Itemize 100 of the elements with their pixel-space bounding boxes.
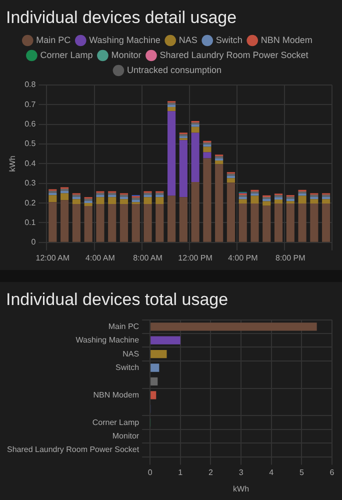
bar (150, 350, 167, 358)
legend-label: Untracked consumption (126, 64, 222, 75)
bar (191, 132, 200, 182)
x-tick-label: 4:00 PM (228, 253, 258, 262)
legend-label: NAS (178, 34, 198, 45)
bar (60, 200, 69, 242)
bar (298, 203, 306, 242)
y-tick-label: Corner Lamp (92, 418, 140, 427)
x-tick-label: 12:00 AM (36, 253, 70, 262)
bar (72, 199, 80, 204)
y-tick-label: Main PC (108, 322, 140, 331)
bar (179, 140, 188, 198)
legend-label: NBN Modem (260, 34, 312, 45)
bar (262, 198, 271, 202)
y-tick-label: 0.8 (24, 80, 36, 90)
bar (167, 111, 176, 196)
bar (167, 107, 176, 112)
bar (108, 197, 116, 204)
bar (322, 199, 330, 204)
bar (150, 377, 158, 386)
bar (203, 152, 212, 158)
bar (150, 364, 160, 372)
bar (215, 158, 224, 161)
y-tick-label: Monitor (112, 431, 140, 440)
bar (286, 198, 294, 202)
y-tick-label: 0.3 (24, 178, 36, 188)
bar (156, 197, 164, 204)
legend-label: Corner Lamp (40, 50, 93, 60)
bar (203, 158, 212, 242)
x-tick-label: 0 (148, 468, 153, 477)
legend-label: Switch (216, 34, 242, 45)
bar (150, 336, 180, 344)
bar (226, 178, 236, 183)
y-tick-label: Shared Laundry Room Power Socket (6, 445, 140, 454)
legend-label: Shared Laundry Room Power Socket (160, 50, 309, 60)
y-tick-label: Washing Machine (76, 336, 140, 345)
bar (108, 204, 116, 242)
bar (286, 203, 294, 242)
bar (203, 146, 212, 152)
bar (322, 203, 330, 242)
bar (310, 199, 318, 204)
bar (262, 206, 271, 242)
bar (262, 201, 271, 206)
bar (191, 182, 200, 242)
bar (298, 196, 306, 204)
y-tick-label: 0.7 (24, 100, 36, 109)
legend-label: Main PC (36, 34, 72, 45)
bar (310, 203, 318, 242)
y-tick-label: 0.1 (24, 218, 36, 227)
bar (215, 160, 224, 164)
y-tick-label: NAS (122, 349, 140, 358)
bar (132, 200, 140, 202)
bar (120, 199, 128, 204)
bar (132, 204, 140, 242)
x-tick-label: 12:00 PM (178, 253, 213, 262)
bar (84, 200, 92, 204)
y-tick-label: NBN Modem (93, 390, 140, 400)
x-axis-title: kWh (233, 484, 250, 494)
bar (274, 197, 283, 200)
bar (167, 196, 176, 242)
bar (191, 126, 200, 133)
bar (226, 176, 236, 178)
x-tick-label: 4 (269, 468, 274, 477)
bar (60, 193, 69, 200)
bar (150, 322, 317, 331)
bar (179, 197, 188, 242)
bar (72, 204, 80, 242)
y-tick-label: 0 (31, 238, 36, 247)
x-tick-label: 4:00 AM (86, 253, 116, 262)
y-tick-label: 0.4 (24, 158, 36, 168)
bar (150, 391, 156, 400)
bar (84, 203, 92, 206)
y-axis-title: kWh (8, 156, 18, 172)
y-tick-label: 0.6 (24, 120, 36, 129)
bar (250, 193, 259, 196)
bar (48, 195, 57, 202)
bar (238, 199, 247, 204)
bar (203, 144, 212, 147)
bar (250, 196, 259, 204)
chart-title: Individual devices detail usage (5, 7, 238, 29)
bar (96, 197, 104, 204)
bar (274, 200, 283, 204)
bar (144, 204, 152, 242)
x-tick-label: 8:00 AM (133, 253, 163, 262)
bar (238, 203, 247, 242)
x-tick-label: 2 (208, 468, 214, 477)
bar (48, 202, 57, 242)
x-tick-label: 5 (299, 468, 304, 477)
bar (156, 204, 164, 242)
y-tick-label: 0.2 (24, 198, 36, 208)
bar (250, 203, 259, 242)
bar (167, 104, 176, 108)
x-tick-label: 8:00 PM (276, 253, 306, 262)
bar (144, 197, 152, 204)
x-tick-label: 3 (238, 468, 244, 477)
bar (84, 206, 92, 242)
bar (238, 196, 247, 200)
bar (215, 164, 224, 242)
bar (96, 204, 104, 242)
x-tick-label: 6 (330, 468, 335, 477)
